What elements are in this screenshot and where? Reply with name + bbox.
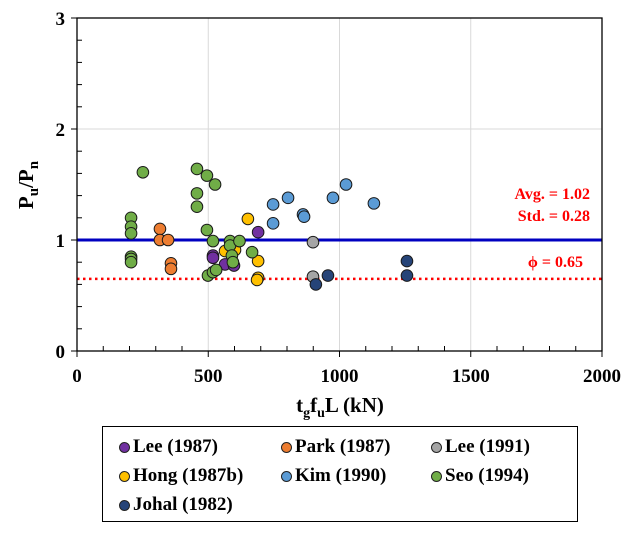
series-park-1987	[153, 222, 178, 276]
legend-item: Park (1987)	[281, 436, 391, 458]
y-tick-label: 1	[56, 231, 66, 252]
series-seo-1994	[124, 162, 259, 282]
legend-item: Lee (1987)	[119, 436, 218, 458]
legend-label: Park (1987)	[295, 436, 391, 457]
data-point	[136, 165, 150, 179]
x-tick-label: 0	[72, 366, 82, 387]
phi-annotation: ϕ = 0.65	[528, 254, 583, 271]
data-point	[190, 187, 204, 200]
x-tick-label: 2000	[583, 366, 621, 387]
legend-label: Lee (1991)	[445, 436, 530, 457]
legend-label: Hong (1987b)	[133, 465, 244, 486]
data-point	[200, 169, 214, 182]
series-kim-1990	[266, 178, 381, 230]
data-point	[367, 197, 381, 210]
legend-item: Hong (1987b)	[119, 465, 243, 487]
data-point	[266, 217, 280, 230]
data-point	[251, 254, 265, 268]
x-tick-label: 500	[194, 366, 223, 387]
legend-marker-icon	[431, 470, 442, 482]
data-point	[153, 222, 167, 236]
legend-marker-icon	[281, 441, 292, 453]
legend-marker-icon	[119, 441, 130, 453]
data-point	[250, 273, 264, 287]
gridlines	[77, 18, 602, 351]
data-point	[266, 198, 280, 211]
data-point	[321, 269, 335, 282]
data-point	[241, 212, 255, 226]
legend-item: Lee (1991)	[431, 436, 530, 458]
data-point	[245, 245, 259, 259]
legend-item: Johal (1982)	[119, 494, 233, 516]
x-axis-title: tgfuL (kN)	[296, 393, 384, 421]
legend-item: Kim (1990)	[281, 465, 386, 487]
std-annotation: Std. = 0.28	[518, 208, 590, 225]
legend-marker-icon	[119, 499, 130, 511]
y-tick-label: 3	[56, 9, 66, 30]
series-johal-1982	[309, 254, 414, 291]
data-point	[400, 254, 414, 268]
data-point	[400, 269, 414, 282]
data-point	[190, 200, 204, 213]
legend-label: Lee (1987)	[133, 436, 218, 457]
legend: Lee (1987) Park (1987) Lee (1991) Hong (198…	[102, 426, 578, 522]
data-point	[206, 251, 220, 265]
tick-labels: 0 500 1000 1500 2000 0 1 2 3	[56, 9, 622, 387]
legend-label: Kim (1990)	[295, 465, 387, 486]
data-point	[339, 178, 353, 191]
data-point	[190, 162, 204, 176]
axes	[71, 17, 603, 357]
data-point	[233, 234, 246, 248]
x-tick-label: 1500	[452, 366, 490, 387]
data-point	[326, 191, 340, 205]
data-point	[161, 233, 175, 247]
data-point	[209, 263, 223, 277]
series-lee-1991	[306, 235, 320, 283]
y-axis-title: Pu/Pn	[14, 160, 42, 209]
data-point	[309, 278, 323, 291]
data-point	[297, 210, 311, 223]
data-point	[206, 234, 220, 248]
legend-label: Seo (1994)	[445, 465, 529, 486]
data-point	[281, 191, 295, 205]
data-point	[251, 225, 265, 239]
data-point	[124, 227, 138, 240]
legend-item: Seo (1994)	[431, 465, 529, 487]
data-point	[226, 255, 240, 269]
data-point	[164, 262, 178, 276]
y-tick-label: 2	[56, 120, 66, 141]
data-point	[208, 178, 222, 191]
legend-label: Johal (1982)	[133, 494, 233, 515]
legend-marker-icon	[431, 441, 442, 453]
x-tick-label: 1000	[321, 366, 359, 387]
legend-marker-icon	[281, 470, 292, 482]
data-point	[200, 223, 214, 237]
data-point	[124, 255, 138, 269]
data-point	[306, 235, 320, 249]
y-tick-label: 0	[56, 342, 66, 363]
avg-annotation: Avg. = 1.02	[515, 186, 590, 203]
legend-marker-icon	[119, 470, 130, 482]
data-points	[124, 162, 414, 291]
